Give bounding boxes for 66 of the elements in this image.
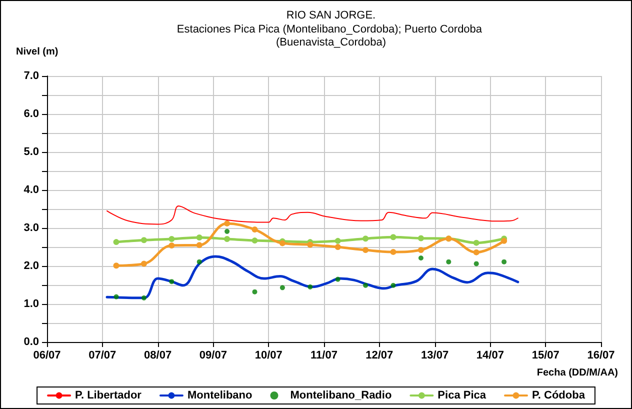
- legend-label: Montelibano: [187, 390, 253, 402]
- legend-label: P. Libertador: [75, 390, 142, 402]
- y-tick-label: 3.0: [24, 222, 39, 234]
- x-tick-label: 07/07: [88, 350, 116, 362]
- point: [140, 237, 147, 244]
- point: [280, 285, 285, 290]
- point: [196, 234, 202, 240]
- point: [168, 236, 175, 242]
- point: [141, 295, 146, 300]
- point: [418, 235, 424, 242]
- point: [363, 282, 368, 288]
- y-tick-label: 2.0: [24, 260, 39, 272]
- point: [418, 256, 424, 261]
- point: [502, 259, 507, 264]
- point: [140, 260, 147, 267]
- point: [308, 284, 313, 290]
- x-tick-label: 16/07: [587, 350, 615, 362]
- point: [224, 228, 230, 234]
- point: [335, 276, 340, 282]
- point: [196, 242, 202, 248]
- legend-label: Pica Pica: [438, 390, 487, 402]
- x-tick-label: 09/07: [199, 350, 227, 362]
- point: [114, 294, 119, 300]
- legend-label: P. Códoba: [532, 390, 586, 402]
- point: [113, 239, 120, 246]
- y-tick-label: 7.0: [24, 70, 39, 82]
- point: [334, 244, 341, 250]
- y-axis-title: Nivel (m): [16, 46, 58, 58]
- legend-label: Montelibano_Radio: [290, 390, 392, 402]
- point: [446, 259, 452, 264]
- y-tick-label: 0.0: [24, 336, 39, 348]
- point: [224, 220, 230, 226]
- x-tick-label: 10/07: [254, 350, 282, 362]
- point: [224, 236, 230, 242]
- point: [418, 247, 424, 254]
- point: [390, 248, 396, 255]
- x-tick-label: 13/07: [421, 350, 449, 362]
- point: [334, 238, 341, 244]
- chart-subtitle: Estaciones Pica Pica (Montelibano_Cordoba); Puerto Cordoba (Buenavista_Cordoba): [176, 24, 486, 48]
- x-axis-title: Fecha (DD/M/AA): [536, 368, 618, 378]
- y-tick-label: 5.0: [24, 146, 39, 158]
- point: [473, 240, 480, 246]
- y-tick-label: 6.0: [24, 108, 39, 120]
- x-tick-label: 14/07: [476, 350, 504, 362]
- point: [362, 236, 369, 242]
- point: [362, 247, 369, 254]
- y-tick-label: 1.0: [24, 298, 39, 310]
- point: [252, 238, 258, 244]
- point: [390, 234, 396, 240]
- x-tick-label: 15/07: [532, 350, 560, 362]
- point: [473, 249, 480, 256]
- point: [169, 279, 174, 284]
- point: [113, 262, 120, 269]
- point: [307, 242, 314, 248]
- chart-title: RIO SAN JORGE.: [286, 10, 376, 22]
- point: [252, 289, 258, 294]
- point: [252, 226, 258, 233]
- x-tick-label: 06/07: [33, 350, 61, 362]
- point: [474, 261, 479, 266]
- x-tick-label: 11/07: [310, 350, 338, 362]
- x-tick-label: 08/07: [144, 350, 172, 362]
- point: [390, 282, 396, 288]
- x-tick-label: 12/07: [366, 350, 394, 362]
- point: [196, 259, 202, 264]
- y-tick-label: 4.0: [24, 184, 39, 196]
- point: [168, 242, 175, 248]
